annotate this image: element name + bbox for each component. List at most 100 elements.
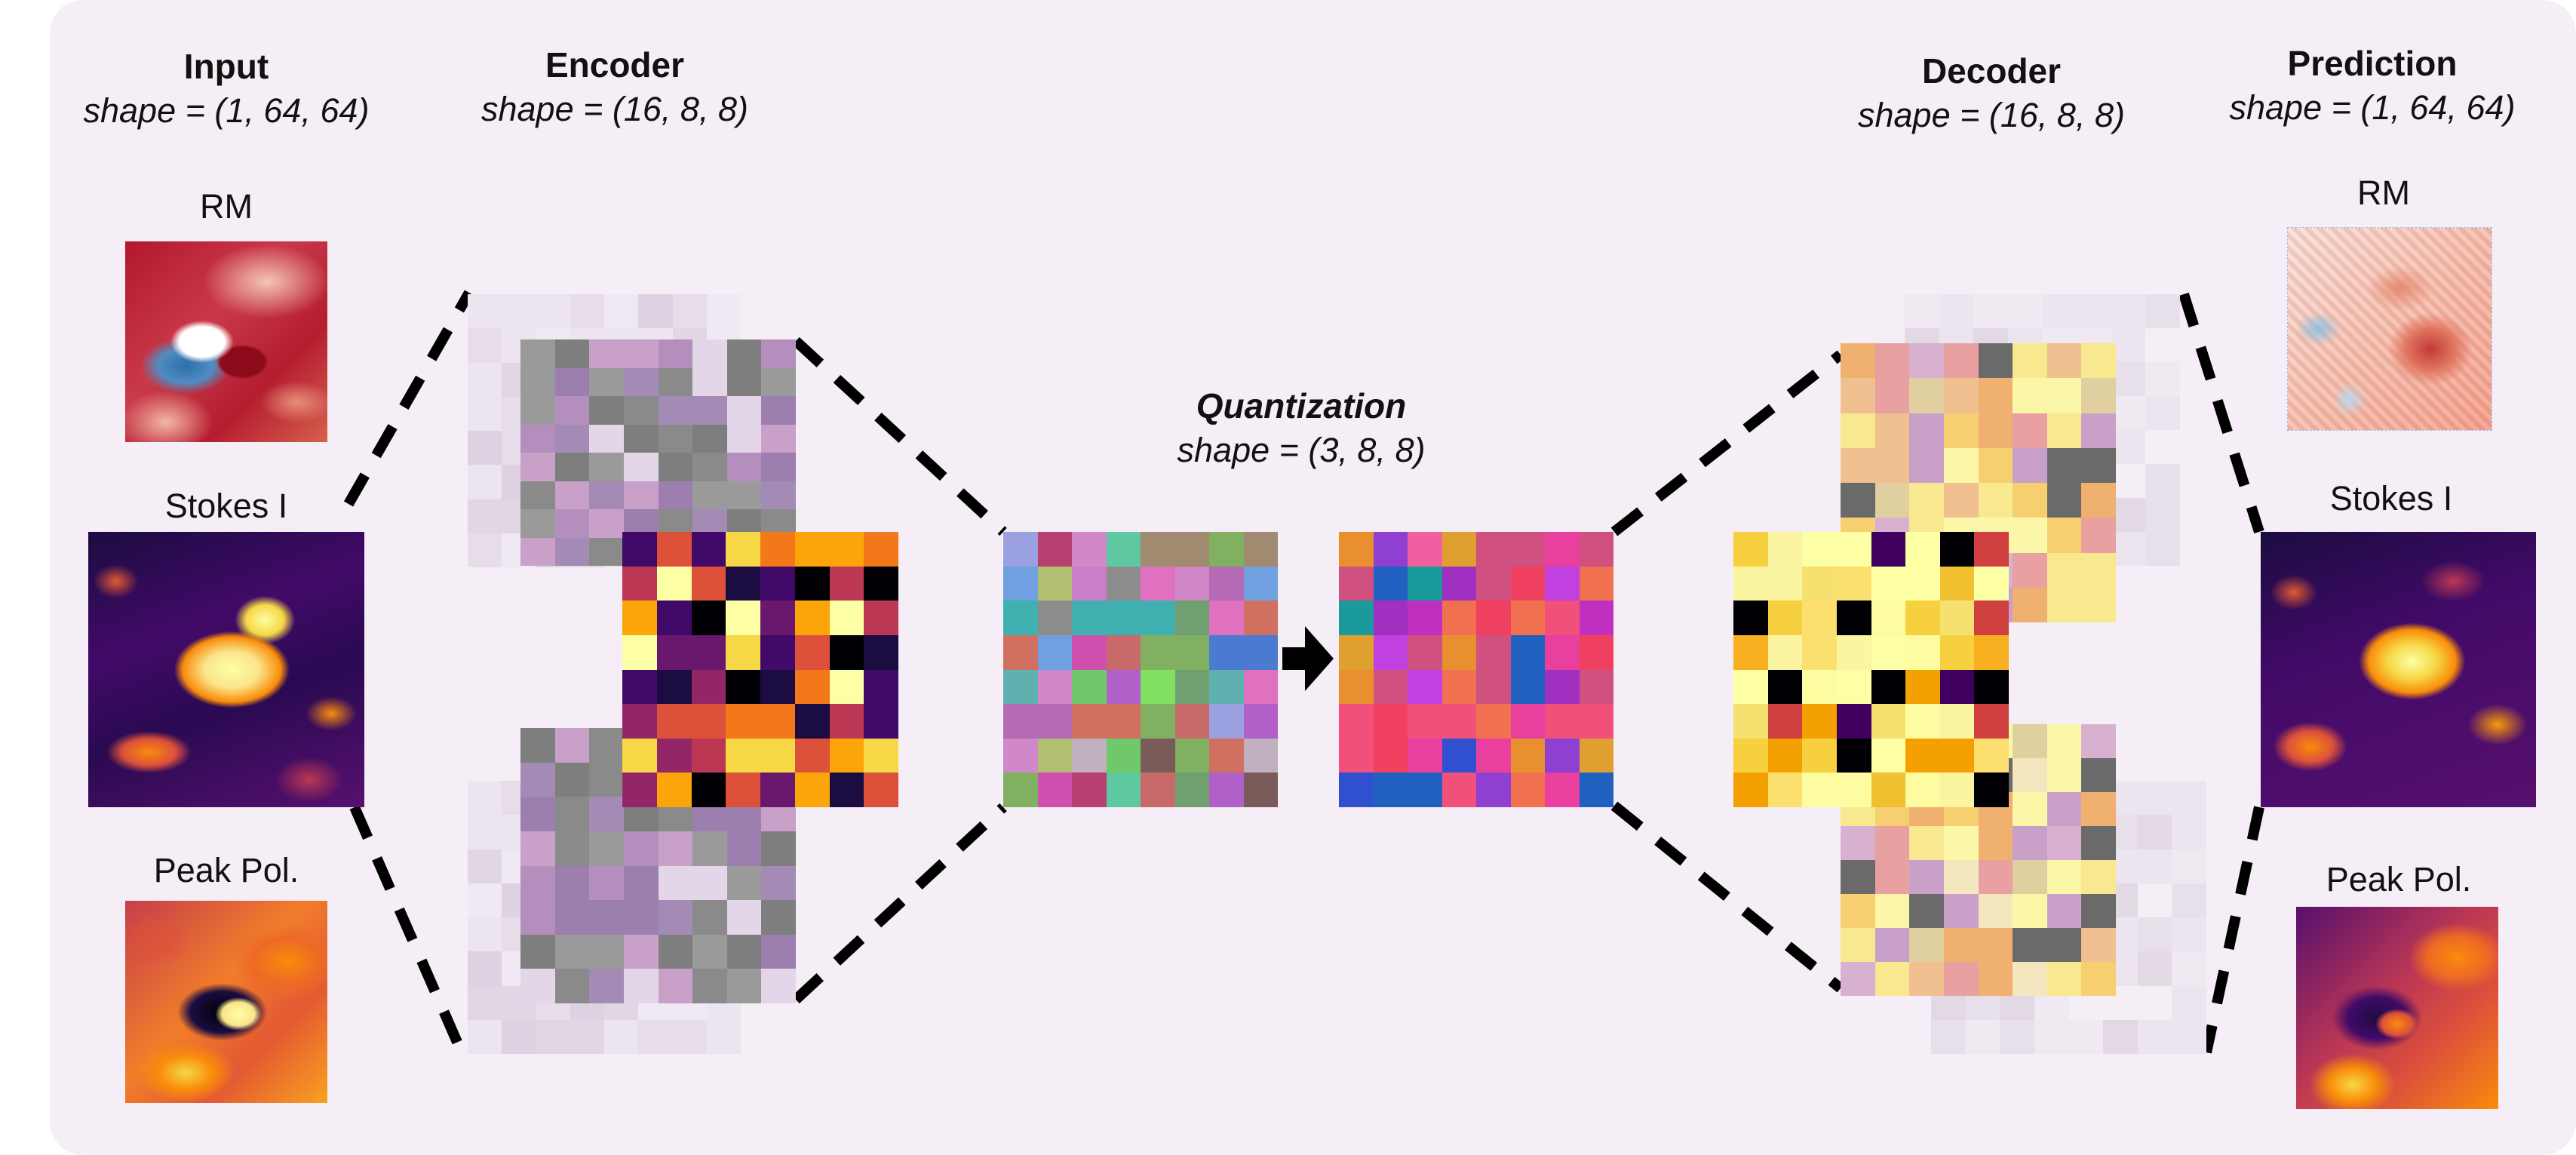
prediction-shape: shape = (1, 64, 64)	[2229, 88, 2516, 127]
grid-cell	[1943, 378, 1979, 413]
grid-cell	[468, 294, 502, 329]
grid-cell	[1905, 669, 1940, 705]
grid-cell	[1909, 378, 1944, 413]
grid-cell	[864, 669, 898, 705]
grid-cell	[2034, 1019, 2069, 1054]
prediction-rm-label: RM	[2357, 174, 2410, 212]
grid-cell	[691, 669, 726, 705]
grid-cell	[2111, 396, 2146, 430]
grid-cell	[1939, 773, 1975, 807]
grid-cell	[1141, 738, 1175, 773]
grid-cell	[1174, 704, 1209, 739]
grid-cell	[570, 1019, 604, 1054]
grid-cell	[2081, 962, 2116, 996]
grid-cell	[864, 704, 898, 739]
grid-cell	[1106, 634, 1141, 670]
grid-cell	[2013, 894, 2047, 928]
grid-cell	[1939, 634, 1975, 670]
grid-cell	[520, 865, 555, 901]
grid-cell	[1733, 669, 1768, 705]
grid-cell	[1339, 601, 1374, 635]
grid-cell	[1871, 773, 1906, 807]
grid-cell	[520, 934, 555, 969]
grid-cell	[1106, 773, 1141, 807]
grid-cell	[1037, 773, 1072, 807]
grid-cell	[554, 367, 590, 396]
grid-cell	[468, 951, 502, 986]
grid-cell	[2137, 917, 2172, 952]
input-stokes-label: Stokes I	[164, 487, 288, 525]
grid-cell	[1974, 773, 2009, 807]
grid-cell	[1802, 704, 1837, 739]
grid-cell	[1510, 566, 1545, 601]
grid-cell	[794, 773, 830, 807]
grid-cell	[1545, 532, 1580, 567]
grid-cell	[1209, 738, 1244, 773]
grid-cell	[1871, 704, 1906, 739]
grid-cell	[1072, 532, 1107, 567]
grid-cell	[1545, 634, 1580, 670]
grid-cell	[1905, 294, 1939, 328]
grid-cell	[1767, 669, 1803, 705]
grid-cell	[2111, 362, 2146, 396]
grid-cell	[1510, 704, 1545, 739]
grid-cell	[726, 601, 760, 635]
grid-cell	[1943, 343, 1979, 379]
grid-cell	[1373, 634, 1408, 670]
grid-cell	[2137, 781, 2172, 816]
grid-cell	[726, 969, 762, 1003]
grid-cell	[761, 396, 796, 425]
grid-cell	[761, 865, 796, 901]
grid-cell	[1733, 773, 1768, 807]
grid-cell	[2046, 758, 2082, 792]
grid-cell	[520, 424, 555, 453]
grid-cell	[520, 537, 555, 566]
grid-cell	[1802, 773, 1837, 807]
grid-cell	[761, 900, 796, 935]
grid-cell	[554, 969, 590, 1003]
grid-cell	[761, 424, 796, 453]
grid-cell	[554, 797, 590, 831]
grid-cell	[589, 453, 624, 481]
grid-cell	[1939, 566, 1975, 601]
grid-cell	[1545, 601, 1580, 635]
grid-cell	[692, 481, 727, 509]
grid-cell	[1974, 704, 2009, 739]
grid-cell	[2013, 518, 2047, 553]
grid-cell	[554, 865, 590, 901]
grid-cell	[1243, 704, 1278, 739]
grid-cell	[1733, 601, 1768, 635]
grid-cell	[1978, 860, 2013, 894]
grid-cell	[2137, 1019, 2172, 1054]
grid-cell	[1802, 634, 1837, 670]
grid-cell	[1974, 669, 2009, 705]
grid-cell	[1339, 634, 1374, 670]
grid-cell	[2172, 1019, 2206, 1054]
grid-cell	[1836, 704, 1871, 739]
grid-cell	[1141, 566, 1175, 601]
grid-cell	[1373, 669, 1408, 705]
grid-cell	[468, 328, 502, 363]
grid-cell	[2111, 498, 2146, 532]
quantization-arrow-icon	[1282, 626, 1334, 691]
grid-cell	[1408, 773, 1442, 807]
decoder-shape: shape = (16, 8, 8)	[1858, 96, 2125, 134]
grid-cell	[1373, 532, 1408, 567]
grid-cell	[864, 601, 898, 635]
decoder-header: Decoder shape = (16, 8, 8)	[1825, 48, 2157, 137]
grid-cell	[554, 831, 590, 866]
grid-cell	[1733, 566, 1768, 601]
grid-cell	[1072, 669, 1107, 705]
grid-cell	[2137, 951, 2172, 986]
grid-cell	[1943, 447, 1979, 483]
grid-cell	[2081, 928, 2116, 962]
grid-cell	[1974, 566, 2009, 601]
grid-cell	[2046, 447, 2082, 483]
grid-cell	[1874, 343, 1910, 379]
grid-cell	[1874, 483, 1910, 518]
grid-cell	[520, 900, 555, 935]
grid-cell	[1072, 566, 1107, 601]
grid-cell	[1874, 860, 1910, 894]
grid-cell	[794, 566, 830, 601]
grid-cell	[520, 339, 555, 368]
